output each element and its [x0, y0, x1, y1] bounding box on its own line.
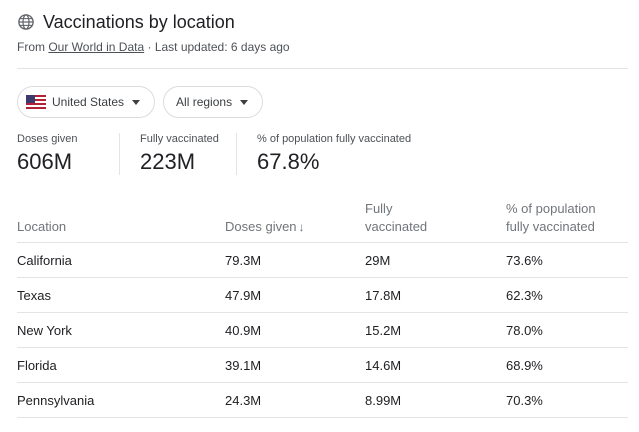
us-flag-icon	[26, 95, 46, 109]
stat-value: 606M	[17, 149, 73, 174]
cell-fully: 15.2M	[365, 312, 506, 348]
cell-doses: 40.9M	[225, 312, 365, 348]
page-title: Vaccinations by location	[43, 11, 235, 32]
cell-location: Pennsylvania	[17, 382, 225, 418]
cell-fully: 8.99M	[365, 382, 506, 418]
header-pct-line2: fully vaccinated	[506, 219, 595, 234]
cell-fully: 29M	[365, 242, 506, 278]
stat-label: % of population fully vaccinated	[257, 133, 412, 145]
cell-fully: 14.6M	[365, 347, 506, 383]
table-row[interactable]: New York 40.9M 15.2M 78.0%	[17, 312, 628, 348]
stat-percent: % of population fully vaccinated 67.8%	[236, 133, 427, 175]
cell-doses: 24.3M	[225, 382, 365, 418]
source-prefix: From	[17, 40, 49, 54]
header-pct-line1: % of population	[506, 201, 596, 216]
header-doses: Doses given	[225, 219, 297, 234]
cell-percent: 70.3%	[506, 382, 628, 418]
stat-label: Fully vaccinated	[140, 133, 219, 145]
cell-percent: 68.9%	[506, 347, 628, 383]
cell-doses: 39.1M	[225, 347, 365, 383]
table-header-row: Location Doses given ↓ Fully vaccinated % …	[17, 196, 628, 243]
divider	[17, 68, 628, 69]
cell-doses: 47.9M	[225, 277, 365, 313]
cell-doses: 79.3M	[225, 242, 365, 278]
cell-location: New York	[17, 312, 225, 348]
cell-percent: 78.0%	[506, 312, 628, 348]
header-location: Location	[17, 219, 67, 234]
sort-down-icon: ↓	[298, 220, 305, 234]
globe-icon	[18, 14, 34, 30]
header-fully-line1: Fully	[365, 201, 393, 216]
table-row[interactable]: Texas 47.9M 17.8M 62.3%	[17, 277, 628, 313]
stat-fully-vaccinated: Fully vaccinated 223M	[119, 133, 236, 175]
cell-location: Florida	[17, 347, 225, 383]
column-header-doses[interactable]: Doses given ↓	[225, 196, 365, 243]
table-row[interactable]: California 79.3M 29M 73.6%	[17, 242, 628, 278]
source-link[interactable]: Our World in Data	[48, 40, 145, 54]
cell-location: Texas	[17, 277, 225, 313]
title-row: Vaccinations by location	[17, 10, 629, 34]
country-dropdown[interactable]: United States	[17, 86, 156, 118]
filter-chips: United States All regions	[17, 86, 264, 118]
summary-stats: Doses given 606M Fully vaccinated 223M %…	[17, 133, 427, 175]
cell-percent: 62.3%	[506, 277, 628, 313]
column-header-percent[interactable]: % of population fully vaccinated	[506, 196, 628, 243]
column-header-location[interactable]: Location	[17, 196, 225, 243]
stat-doses: Doses given 606M	[17, 133, 119, 175]
region-dropdown[interactable]: All regions	[163, 86, 264, 118]
country-label: United States	[52, 95, 125, 109]
card-header: Vaccinations by location From Our World …	[17, 10, 629, 55]
region-label: All regions	[176, 95, 233, 109]
vaccination-table: Location Doses given ↓ Fully vaccinated % …	[17, 196, 628, 418]
stat-value: 67.8%	[257, 149, 320, 174]
caret-down-icon	[132, 99, 141, 105]
stat-label: Doses given	[17, 133, 78, 145]
cell-location: California	[17, 242, 225, 278]
table-row[interactable]: Florida 39.1M 14.6M 68.9%	[17, 347, 628, 383]
column-header-fully[interactable]: Fully vaccinated	[365, 196, 506, 243]
cell-percent: 73.6%	[506, 242, 628, 278]
stat-value: 223M	[140, 149, 196, 174]
header-fully-line2: vaccinated	[365, 219, 428, 234]
table-row[interactable]: Pennsylvania 24.3M 8.99M 70.3%	[17, 382, 628, 418]
source-line: From Our World in Data · Last updated: 6…	[17, 40, 629, 54]
cell-fully: 17.8M	[365, 277, 506, 313]
caret-down-icon	[240, 99, 249, 105]
last-updated: · Last updated: 6 days ago	[144, 40, 290, 54]
